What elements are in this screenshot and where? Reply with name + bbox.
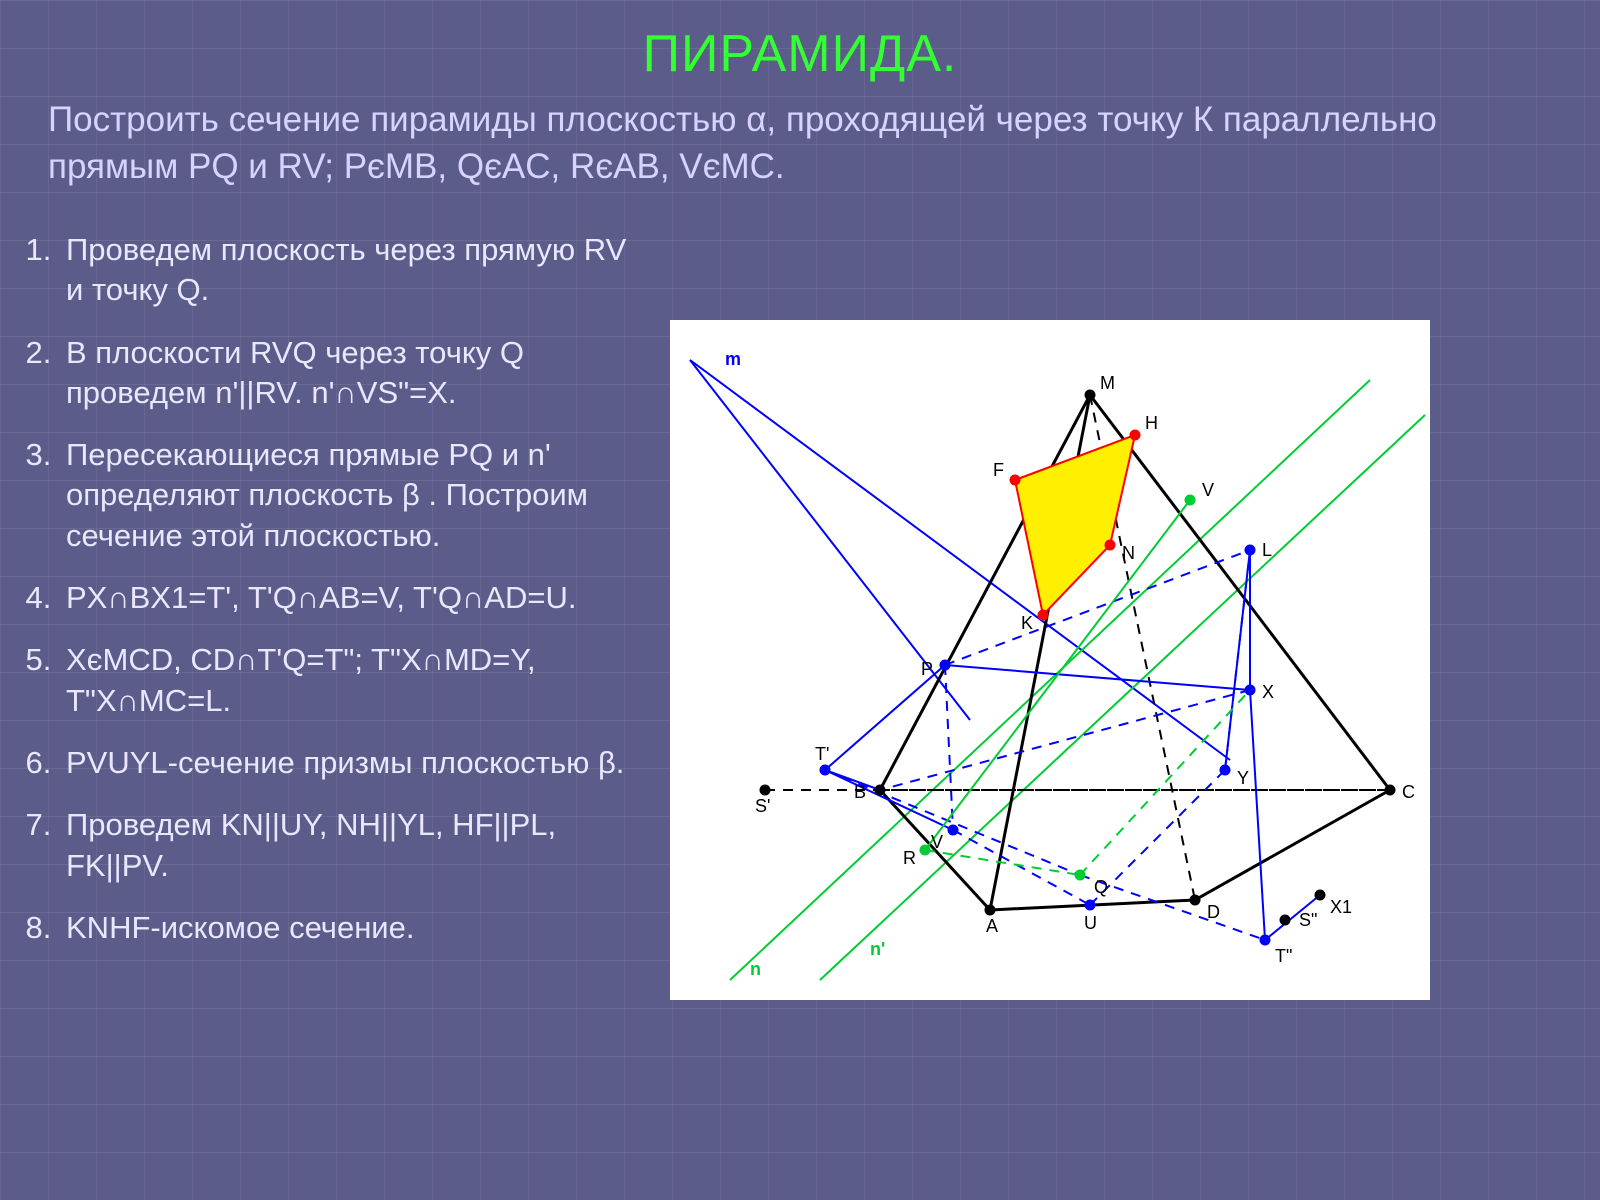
diagram-svg: nn'mABCDMPQRVVLXYUT'T"S'S"X1FHNK — [670, 320, 1430, 1000]
svg-text:Y: Y — [1237, 768, 1249, 788]
svg-text:N: N — [1122, 543, 1135, 563]
construction-steps: Проведем плоскость через прямую RV и точ… — [0, 230, 640, 970]
svg-text:H: H — [1145, 413, 1158, 433]
step-7: Проведем KN||UY, NH||YL, HF||PL, FK||PV. — [60, 805, 640, 886]
svg-text:m: m — [725, 349, 741, 369]
svg-text:C: C — [1402, 782, 1415, 802]
svg-text:V: V — [1202, 480, 1214, 500]
svg-text:T': T' — [815, 744, 829, 764]
svg-text:S": S" — [1299, 910, 1317, 930]
step-1: Проведем плоскость через прямую RV и точ… — [60, 230, 640, 311]
svg-text:T": T" — [1275, 946, 1292, 966]
svg-text:U: U — [1084, 913, 1097, 933]
svg-text:R: R — [903, 848, 916, 868]
svg-text:X1: X1 — [1330, 897, 1352, 917]
svg-text:Q: Q — [1094, 877, 1108, 897]
step-5: XєMCD, CD∩T'Q=T"; T"X∩MD=Y, T"X∩MC=L. — [60, 640, 640, 721]
problem-statement: Построить сечение пирамиды плоскостью α,… — [48, 96, 1518, 191]
svg-text:V: V — [931, 832, 943, 852]
step-8: KNHF-искомое сечение. — [60, 908, 640, 948]
svg-text:F: F — [993, 460, 1004, 480]
step-2: В плоскости RVQ через точку Q проведем n… — [60, 333, 640, 414]
svg-text:n': n' — [870, 939, 885, 959]
svg-text:n: n — [750, 959, 761, 979]
steps-list: Проведем плоскость через прямую RV и точ… — [0, 230, 640, 948]
svg-text:L: L — [1262, 540, 1272, 560]
pyramid-diagram: nn'mABCDMPQRVVLXYUT'T"S'S"X1FHNK — [670, 320, 1430, 1000]
svg-text:P: P — [921, 659, 933, 679]
svg-text:A: A — [986, 916, 998, 936]
svg-text:D: D — [1207, 902, 1220, 922]
step-4: PX∩BX1=T', T'Q∩AB=V, T'Q∩AD=U. — [60, 578, 640, 618]
svg-text:S': S' — [755, 796, 770, 816]
step-6: PVUYL-сечение призмы плоскостью β. — [60, 743, 640, 783]
step-3: Пересекающиеся прямые PQ и n' определяют… — [60, 435, 640, 556]
svg-text:X: X — [1262, 682, 1274, 702]
slide-title: ПИРАМИДА. — [0, 24, 1600, 84]
svg-text:M: M — [1100, 373, 1115, 393]
svg-text:K: K — [1021, 613, 1033, 633]
svg-text:B: B — [854, 782, 866, 802]
